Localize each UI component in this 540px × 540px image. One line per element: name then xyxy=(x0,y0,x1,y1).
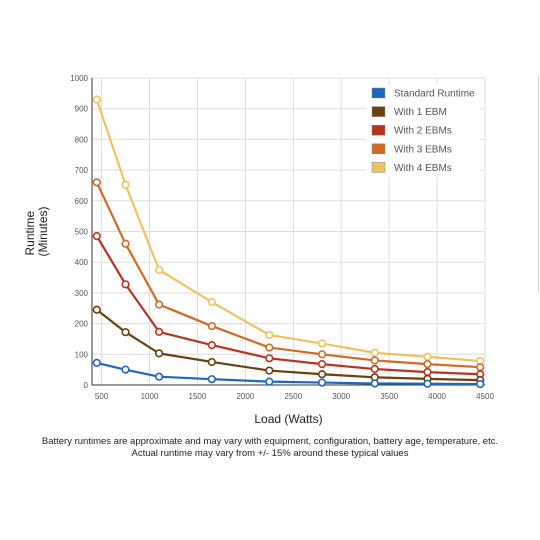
data-point xyxy=(207,375,216,384)
data-point xyxy=(423,352,432,361)
data-point xyxy=(423,360,432,369)
data-point xyxy=(92,178,101,187)
legend-label: With 2 EBMs xyxy=(394,126,452,137)
runtime-chart: 0 100 200 300 400 500 600 700 800 900 1000 500 1000 1… xyxy=(23,74,494,426)
legend-swatch xyxy=(371,106,386,117)
data-point xyxy=(265,330,274,340)
data-point xyxy=(476,363,485,372)
data-point xyxy=(207,298,216,307)
series-0 xyxy=(92,358,485,389)
data-point xyxy=(121,328,130,337)
x-tick-label: 2500 xyxy=(284,392,302,401)
series-group xyxy=(92,95,485,389)
y-tick-label: 200 xyxy=(75,320,89,329)
y-tick-label: 0 xyxy=(84,381,89,390)
y-axis-title: Runtime (Minutes) xyxy=(23,206,50,256)
panel-edge-divider xyxy=(538,75,539,293)
data-point xyxy=(121,239,130,248)
x-tick-label: 1000 xyxy=(141,392,159,401)
data-point xyxy=(317,339,327,348)
x-tick-label: 3000 xyxy=(332,392,350,401)
axis-titles: Load (Watts) Runtime (Minutes) xyxy=(23,206,323,426)
data-point xyxy=(92,232,101,241)
data-point xyxy=(121,365,130,374)
data-point xyxy=(207,357,216,367)
x-tick-label: 2000 xyxy=(236,392,254,401)
legend-swatch xyxy=(371,143,386,155)
y-tick-label: 900 xyxy=(75,105,89,114)
data-point xyxy=(265,366,274,375)
caption-line-2: Actual runtime may vary from +/- 15% aro… xyxy=(131,448,409,459)
x-tick-label: 500 xyxy=(95,392,109,401)
data-point xyxy=(370,364,379,374)
y-tick-label: 500 xyxy=(75,228,89,237)
y-tick-label: 400 xyxy=(75,258,89,267)
legend-label: With 3 EBMs xyxy=(394,144,452,155)
data-point xyxy=(476,379,485,389)
data-point xyxy=(154,372,164,381)
x-tick-label: 4000 xyxy=(428,392,446,401)
x-tick-label: 1500 xyxy=(189,392,207,401)
y-tick-label: 700 xyxy=(75,166,89,175)
data-point xyxy=(121,280,130,289)
data-point xyxy=(207,340,216,350)
data-point xyxy=(265,354,274,363)
data-point xyxy=(154,349,164,358)
data-point xyxy=(317,370,327,379)
y-axis-title-line-1: Runtime xyxy=(23,211,37,256)
y-tick-label: 1000 xyxy=(70,74,88,83)
legend-swatch xyxy=(371,124,386,136)
legend-label: With 4 EBMs xyxy=(394,163,452,174)
caption-line-1: Battery runtimes are approximate and may… xyxy=(41,436,499,447)
y-tick-label: 100 xyxy=(75,350,89,359)
legend-swatch xyxy=(371,87,386,99)
series-3 xyxy=(92,178,485,372)
data-point xyxy=(154,265,164,274)
data-point xyxy=(265,377,274,386)
y-tick-label: 600 xyxy=(75,197,89,206)
series-2 xyxy=(92,232,485,379)
data-point xyxy=(207,321,216,331)
x-tick-label: 3500 xyxy=(380,392,398,401)
data-point xyxy=(317,360,327,369)
legend-label: With 1 EBM xyxy=(394,107,447,118)
data-point xyxy=(370,348,379,357)
data-point xyxy=(370,356,379,365)
x-axis-title: Load (Watts) xyxy=(254,412,322,426)
y-axis-title-line-2: (Minutes) xyxy=(36,206,50,256)
data-point xyxy=(121,180,130,189)
data-point xyxy=(265,343,274,352)
data-point xyxy=(317,378,327,387)
y-tick-label: 800 xyxy=(75,135,89,144)
data-point xyxy=(92,305,101,314)
legend: Standard Runtime With 1 EBM With 2 EBMs Wit… xyxy=(366,85,480,177)
legend-swatch xyxy=(371,162,386,173)
data-point xyxy=(370,379,379,388)
data-point xyxy=(423,368,432,377)
data-point xyxy=(92,95,101,104)
data-point xyxy=(317,350,327,359)
series-4 xyxy=(92,95,485,366)
data-point xyxy=(423,379,432,388)
x-tick-label: 4500 xyxy=(476,392,494,401)
axes: 0 100 200 300 400 500 600 700 800 900 1000 500 1000 1… xyxy=(70,74,494,401)
data-point xyxy=(154,300,164,309)
data-point xyxy=(154,327,164,336)
data-point xyxy=(92,358,101,367)
legend-label: Standard Runtime xyxy=(394,89,475,100)
y-tick-label: 300 xyxy=(75,289,89,298)
